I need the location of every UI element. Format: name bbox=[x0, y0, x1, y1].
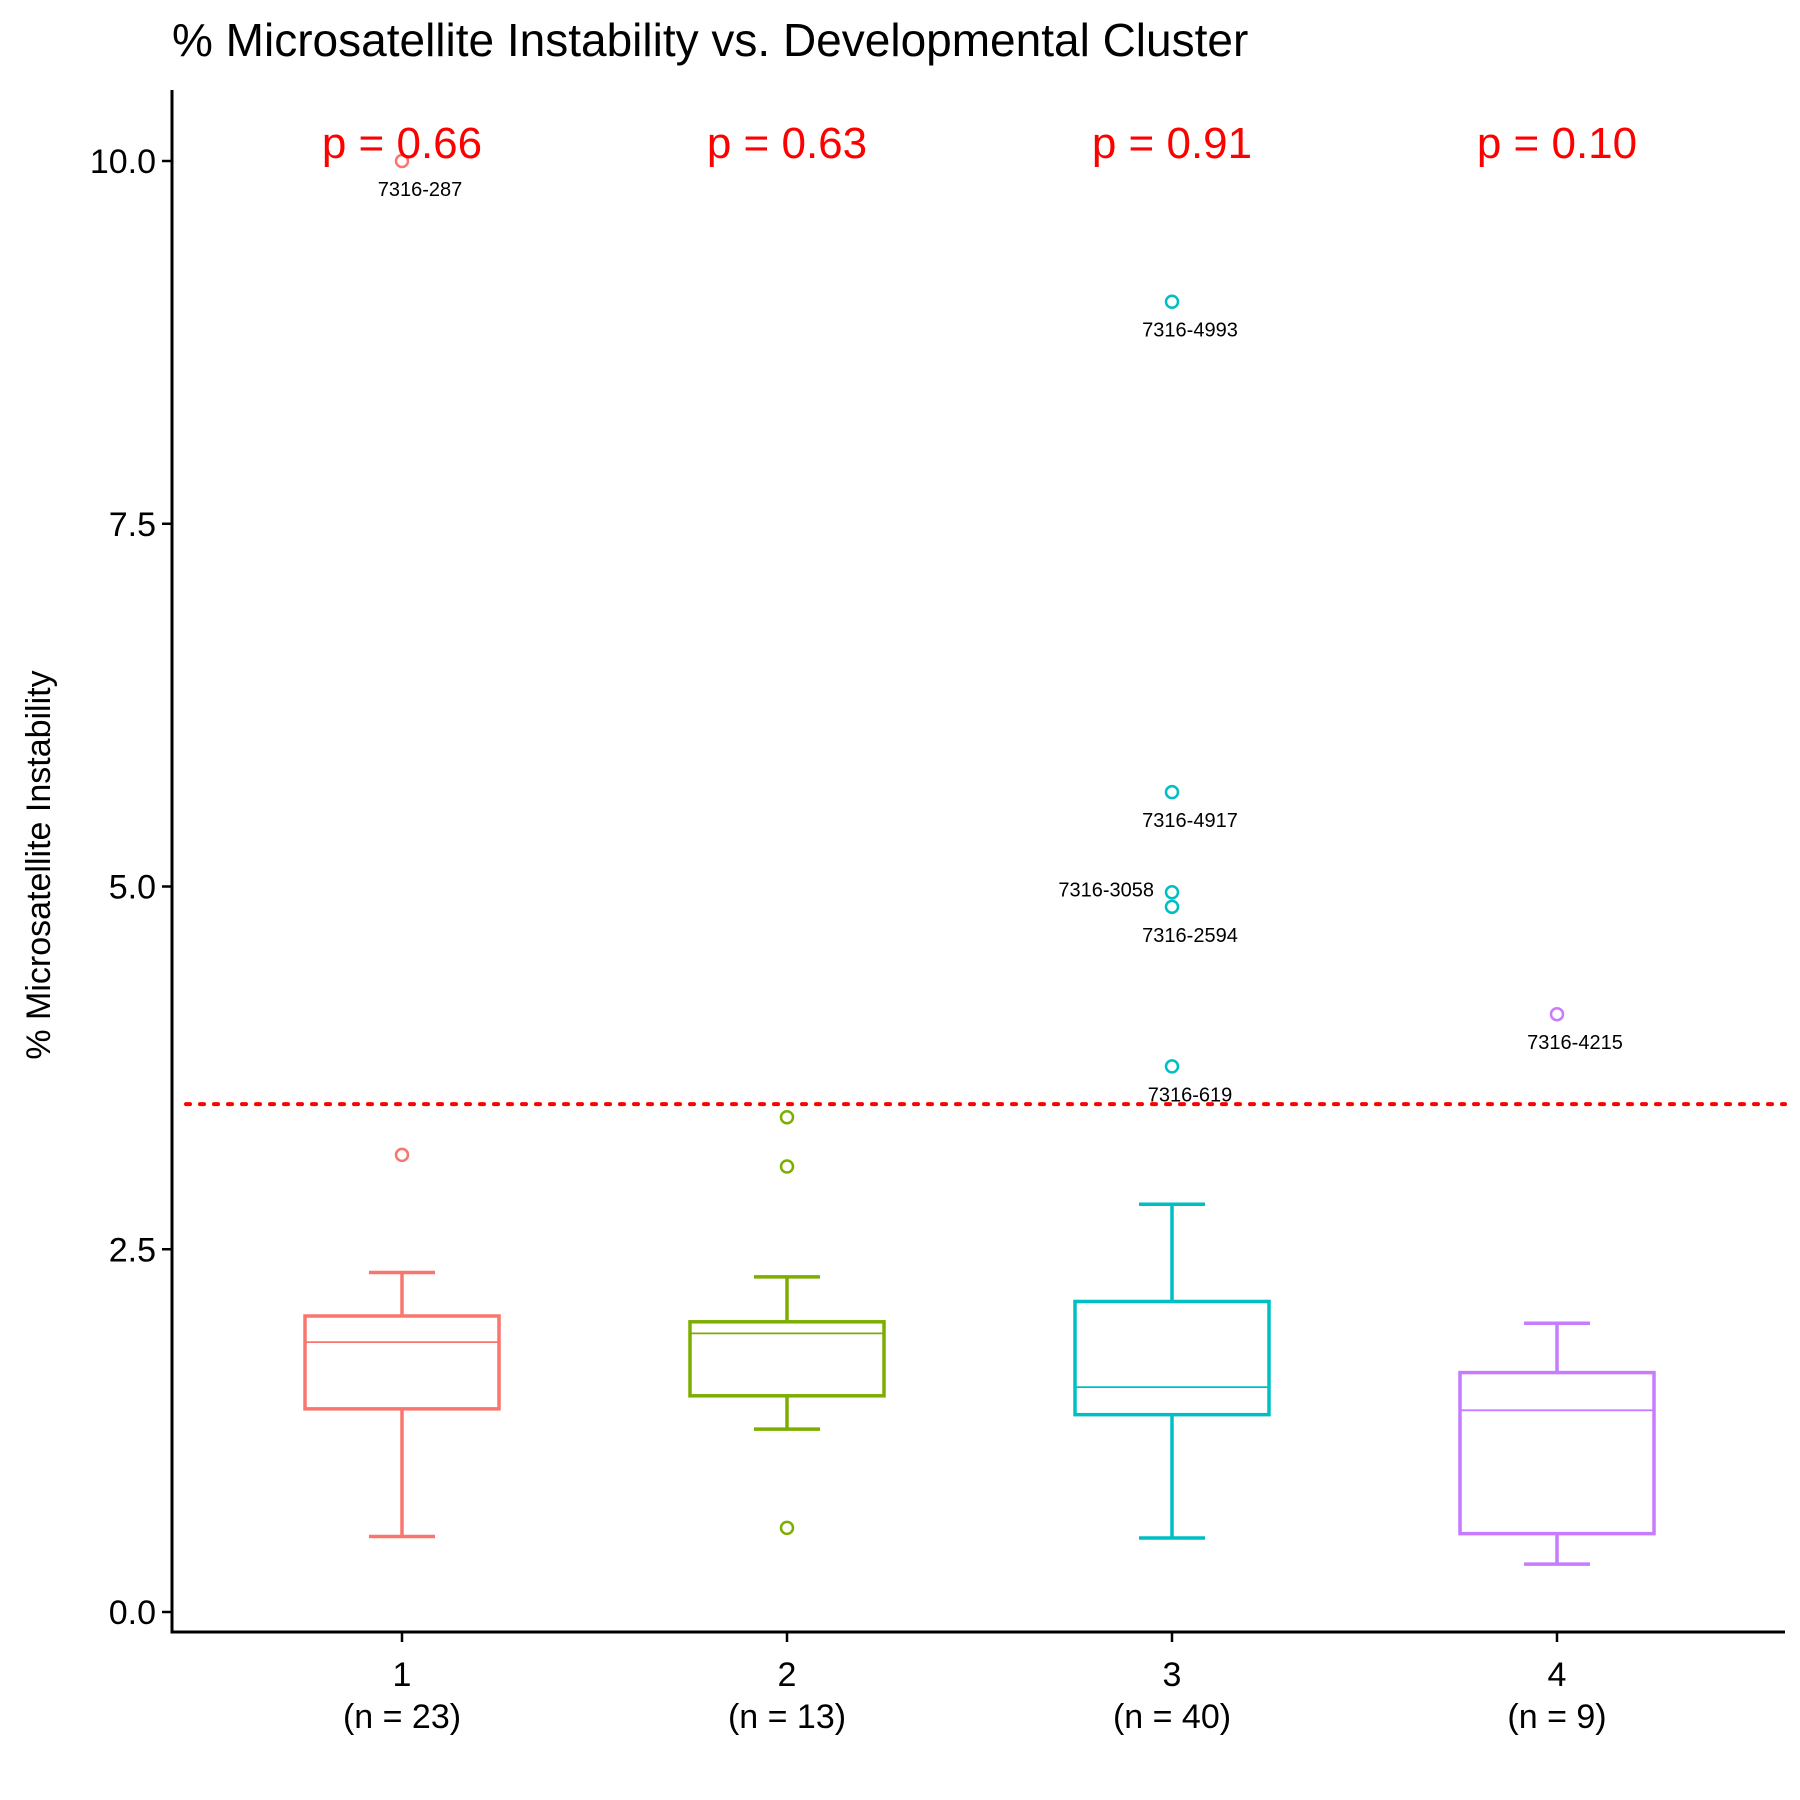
outlier-point bbox=[1549, 1006, 1565, 1022]
outlier-label: 7316-287 bbox=[378, 179, 463, 201]
outlier-point bbox=[779, 1520, 795, 1536]
p-value-label: p = 0.10 bbox=[1477, 119, 1637, 168]
y-axis-label: % Microsatellite Instability bbox=[20, 670, 58, 1059]
box-iqr bbox=[688, 1320, 886, 1398]
box-iqr bbox=[1073, 1299, 1271, 1417]
p-value-label: p = 0.91 bbox=[1092, 119, 1252, 168]
y-tick-label: 0.0 bbox=[109, 1594, 156, 1632]
outlier-point bbox=[394, 1147, 410, 1163]
x-tick-sample-size: (n = 23) bbox=[343, 1698, 461, 1736]
x-tick-label: 1 bbox=[393, 1656, 412, 1694]
chart-title: % Microsatellite Instability vs. Develop… bbox=[172, 14, 1248, 66]
y-tick-label: 2.5 bbox=[109, 1231, 156, 1269]
x-tick-label: 2 bbox=[778, 1656, 797, 1694]
outlier-label: 7316-4215 bbox=[1527, 1032, 1623, 1054]
x-tick-sample-size: (n = 9) bbox=[1507, 1698, 1606, 1736]
plot-area: 0.0 2.5 5.0 7.5 10.0 7316-287 p = 0.66 1 (n = 23… bbox=[90, 90, 1787, 1736]
outlier-point bbox=[779, 1109, 795, 1125]
y-tick-label: 5.0 bbox=[109, 869, 156, 907]
outlier-point bbox=[779, 1159, 795, 1174]
outlier-point bbox=[1164, 885, 1180, 900]
p-value-label: p = 0.66 bbox=[322, 119, 482, 168]
outlier-label: 7316-2594 bbox=[1142, 925, 1238, 947]
x-tick-sample-size: (n = 13) bbox=[728, 1698, 846, 1736]
outlier-label: 7316-619 bbox=[1148, 1084, 1233, 1106]
x-tick-label: 4 bbox=[1548, 1656, 1567, 1694]
x-tick-sample-size: (n = 40) bbox=[1113, 1698, 1231, 1736]
y-tick-label: 7.5 bbox=[109, 506, 156, 544]
outlier-point bbox=[1164, 1059, 1180, 1074]
outlier-label: 7316-4993 bbox=[1142, 320, 1238, 342]
y-tick-label: 10.0 bbox=[90, 143, 156, 181]
outlier-label: 7316-4917 bbox=[1142, 810, 1238, 832]
outlier-point bbox=[1164, 899, 1180, 915]
outlier-point bbox=[394, 153, 410, 169]
outlier-point bbox=[1164, 784, 1180, 800]
outlier-point bbox=[1164, 294, 1180, 309]
x-tick-label: 3 bbox=[1163, 1656, 1182, 1694]
box-iqr bbox=[303, 1314, 501, 1411]
p-value-label: p = 0.63 bbox=[707, 119, 867, 168]
outlier-label: 7316-3058 bbox=[1058, 879, 1154, 901]
box-iqr bbox=[1458, 1370, 1656, 1536]
